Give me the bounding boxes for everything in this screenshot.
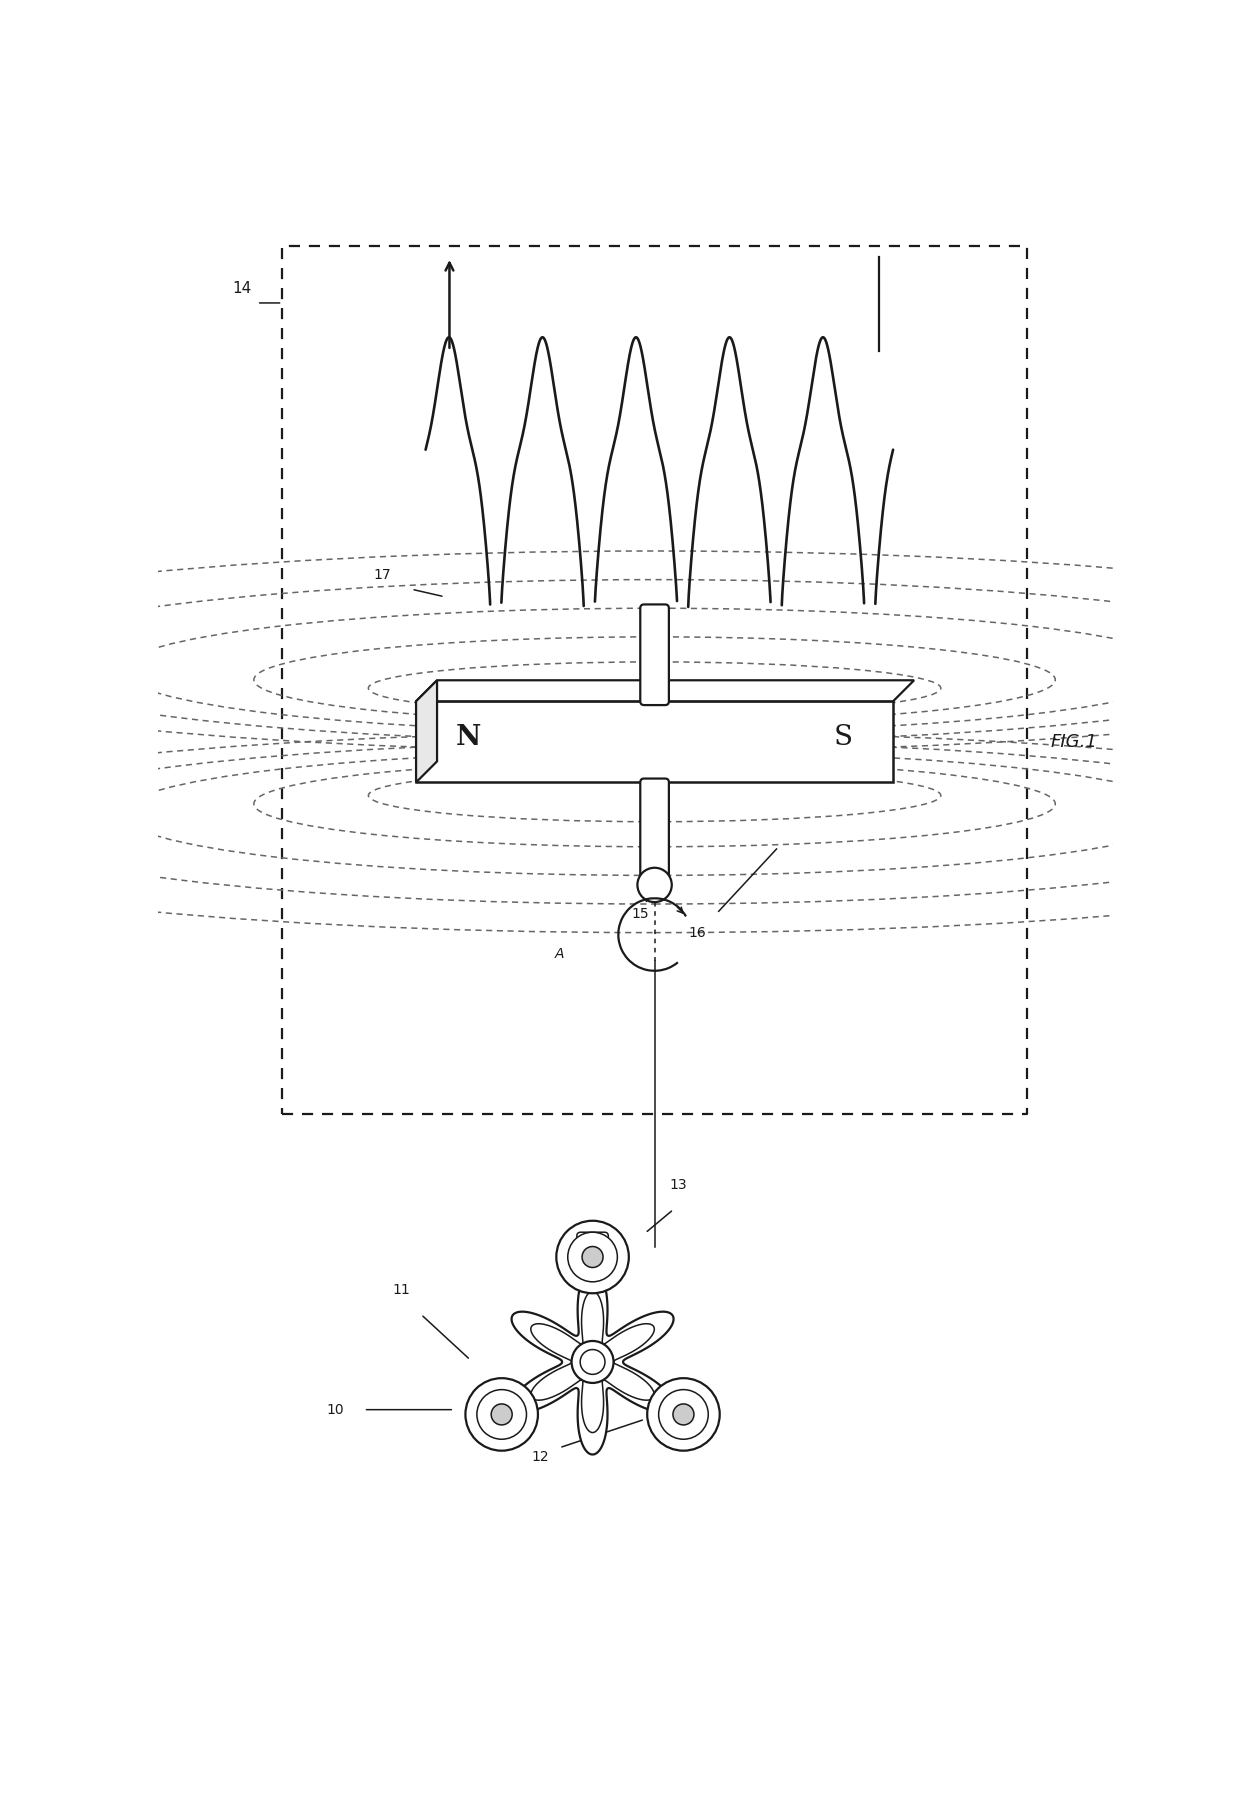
Text: 10: 10 [326,1402,343,1416]
FancyBboxPatch shape [640,604,668,706]
Circle shape [658,1389,708,1440]
FancyBboxPatch shape [640,778,668,888]
Text: 15: 15 [631,906,649,921]
Circle shape [465,1378,538,1451]
Circle shape [557,1221,629,1293]
Polygon shape [417,680,436,781]
Text: S: S [835,724,853,751]
Text: FIG.1: FIG.1 [1052,733,1097,751]
Circle shape [491,1404,512,1425]
Text: 13: 13 [670,1178,687,1192]
Circle shape [477,1389,527,1440]
Circle shape [582,1246,603,1268]
Text: N: N [456,724,481,751]
Circle shape [572,1340,614,1382]
Circle shape [673,1404,694,1425]
Polygon shape [417,680,914,702]
Text: 16: 16 [688,926,707,939]
Text: 17: 17 [374,568,392,582]
Text: 12: 12 [531,1451,549,1463]
Circle shape [568,1232,618,1283]
Circle shape [580,1350,605,1375]
Circle shape [637,868,672,903]
Bar [417,702,893,781]
Text: A: A [554,946,564,961]
Text: 14: 14 [233,280,252,297]
Circle shape [647,1378,719,1451]
Polygon shape [512,1270,673,1454]
Text: 11: 11 [393,1283,410,1297]
FancyBboxPatch shape [577,1232,609,1266]
